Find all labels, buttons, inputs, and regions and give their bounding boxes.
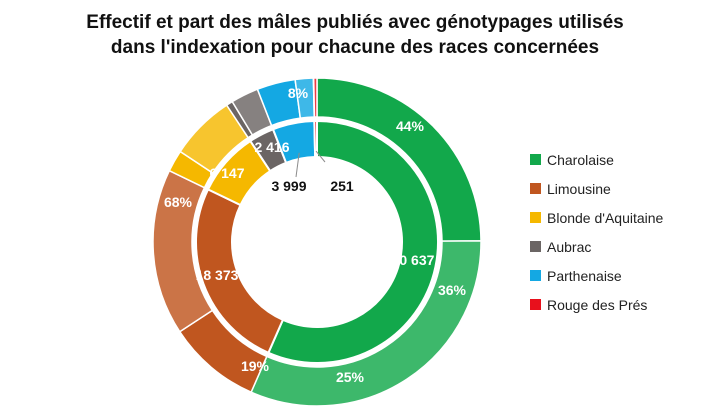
chart-title: Effectif et part des mâles publiés avec … [86, 12, 623, 58]
outer-label-rouge-des-pr-s: 8% [288, 85, 309, 101]
legend-swatch-limousine [530, 183, 541, 194]
outer-label-aubrac: 19% [241, 358, 270, 374]
legend-label-aubrac: Aubrac [547, 239, 591, 255]
legend-swatch-rouge-des-pr-s [530, 299, 541, 310]
outer-ring-labels: 44% 36% 25% 19% 68% 8% [164, 85, 467, 385]
outer-label-charolaise: 44% [396, 118, 425, 134]
legend-swatch-blonde-d-aquitaine [530, 212, 541, 223]
outer-slice-rouge-des-pr-s-remainder [312, 77, 318, 118]
inner-slice-charolaise [267, 119, 439, 364]
outer-label-blonde-d-aquitaine: 25% [336, 369, 365, 385]
inner-ring-labels: 40 637 18 373 6 147 2 416 3 999 251 [196, 139, 435, 283]
legend-label-rouge-des-pr-s: Rouge des Prés [547, 297, 647, 313]
leader-line-parthenaise [295, 152, 300, 178]
chart-title-line: dans l'indexation pour chacune des races… [111, 37, 599, 58]
inner-label-blonde-d-aquitaine: 6 147 [209, 165, 244, 181]
leader-line-rouge-des-pr-s [315, 150, 326, 163]
chart-title-line: Effectif et part des mâles publiés avec … [86, 12, 623, 33]
inner-label-rouge-des-pr-s: 251 [330, 178, 354, 194]
inner-label-charolaise: 40 637 [392, 252, 435, 268]
inner-label-limousine: 18 373 [196, 267, 239, 283]
outer-label-parthenaise: 68% [164, 194, 193, 210]
legend-swatch-charolaise [530, 154, 541, 165]
legend: Charolaise Limousine Blonde d'Aquitaine Aub… [530, 152, 664, 313]
legend-label-charolaise: Charolaise [547, 152, 614, 168]
outer-label-limousine: 36% [438, 282, 467, 298]
inner-label-aubrac: 2 416 [254, 139, 289, 155]
legend-label-limousine: Limousine [547, 181, 611, 197]
legend-label-blonde-d-aquitaine: Blonde d'Aquitaine [547, 210, 664, 226]
inner-label-parthenaise: 3 999 [271, 178, 306, 194]
legend-swatch-parthenaise [530, 270, 541, 281]
inner-ring [195, 119, 439, 364]
legend-label-parthenaise: Parthenaise [547, 268, 622, 284]
inner-slice-rouge-des-pr-s [313, 119, 318, 159]
legend-swatch-aubrac [530, 241, 541, 252]
outer-ring [152, 77, 482, 406]
leader-lines [295, 150, 326, 178]
